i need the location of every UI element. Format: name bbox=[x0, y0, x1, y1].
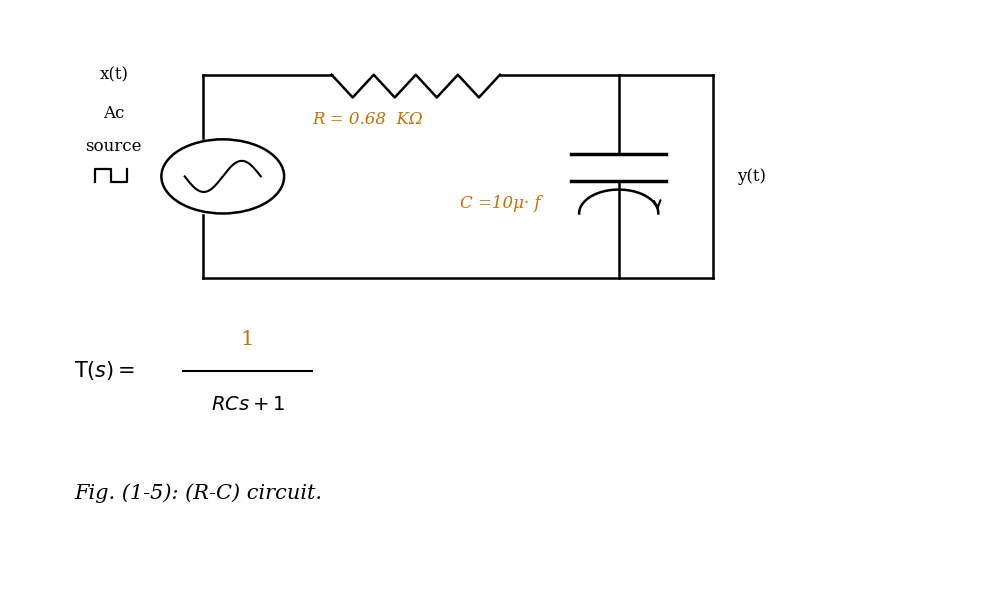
Text: 1: 1 bbox=[241, 330, 254, 349]
Text: $\mathit{RCs}+1$: $\mathit{RCs}+1$ bbox=[211, 396, 284, 414]
Text: Fig. (1-5): (R-C) circuit.: Fig. (1-5): (R-C) circuit. bbox=[74, 484, 323, 503]
Text: source: source bbox=[85, 138, 143, 155]
Text: x(t): x(t) bbox=[99, 66, 129, 83]
Text: $\mathrm{T}(s) =$: $\mathrm{T}(s) =$ bbox=[74, 359, 136, 382]
Text: y(t): y(t) bbox=[738, 168, 766, 185]
Text: R = 0.68  KΩ: R = 0.68 KΩ bbox=[312, 111, 423, 128]
Text: Ac: Ac bbox=[103, 105, 125, 122]
Text: C =10μ· f: C =10μ· f bbox=[460, 195, 541, 212]
